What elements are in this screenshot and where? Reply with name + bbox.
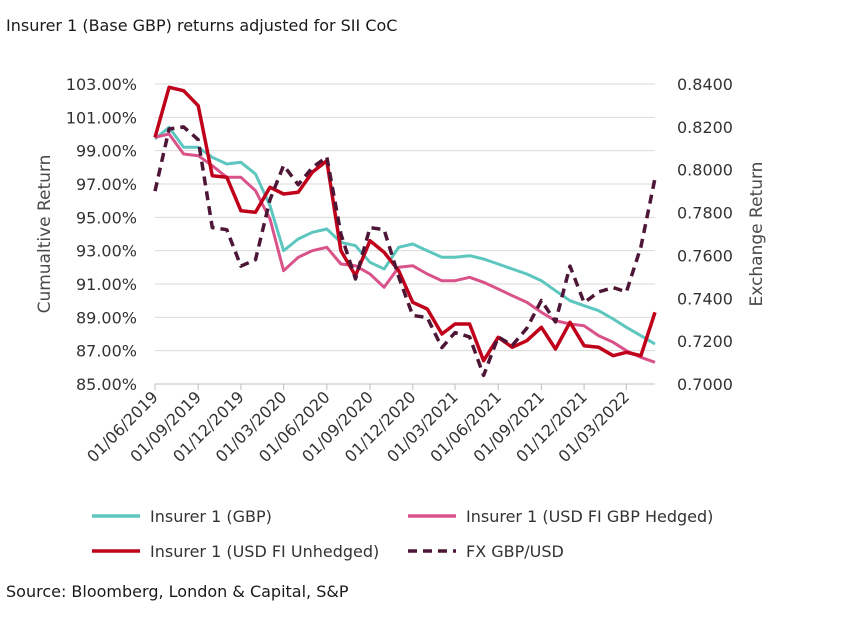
y2-tick-label: 0.8200 <box>677 118 733 137</box>
y-tick-label: 99.00% <box>76 142 137 161</box>
axes <box>154 383 655 390</box>
legend-label: FX GBP/USD <box>466 542 564 561</box>
y2-tick-label: 0.7200 <box>677 332 733 351</box>
chart-title: Insurer 1 (Base GBP) returns adjusted fo… <box>6 16 398 35</box>
y2-tick-label: 0.8000 <box>677 161 733 180</box>
gridlines <box>155 83 655 352</box>
y-tick-label: 93.00% <box>76 242 137 261</box>
y2-axis-title: Exchange Return <box>747 162 767 307</box>
y-axis-title: Cumualtive Return <box>35 155 55 314</box>
y2-tick-label: 0.7800 <box>677 204 733 223</box>
series-line-insurer-1-usd-fi-gbp-hedged <box>154 132 656 364</box>
legend-label: Insurer 1 (GBP) <box>150 507 272 526</box>
y-tick-label: 87.00% <box>76 342 137 361</box>
y-tick-label: 89.00% <box>76 308 137 327</box>
y-tick-label: 95.00% <box>76 208 137 227</box>
source-note: Source: Bloomberg, London & Capital, S&P <box>6 582 349 601</box>
legend-label: Insurer 1 (USD FI Unhedged) <box>150 542 379 561</box>
y-tick-label: 101.00% <box>66 108 137 127</box>
y2-tick-label: 0.7000 <box>677 375 733 394</box>
y-tick-label: 91.00% <box>76 275 137 294</box>
y2-tick-label: 0.8400 <box>677 75 733 94</box>
series-lines <box>153 85 657 378</box>
y-tick-label: 103.00% <box>66 75 137 94</box>
y-tick-label: 97.00% <box>76 175 137 194</box>
y2-tick-label: 0.7400 <box>677 289 733 308</box>
legend: Insurer 1 (GBP) Insurer 1 (USD FI GBP Hed… <box>92 507 713 561</box>
y2-tick-label: 0.7600 <box>677 246 733 265</box>
y-tick-label: 85.00% <box>76 375 137 394</box>
legend-label: Insurer 1 (USD FI GBP Hedged) <box>466 507 713 526</box>
series-line-insurer-1-usd-fi-unhedged <box>153 85 657 363</box>
series-line-fx-gbp-usd <box>153 125 657 378</box>
series-line-insurer-1-gbp <box>154 125 656 346</box>
